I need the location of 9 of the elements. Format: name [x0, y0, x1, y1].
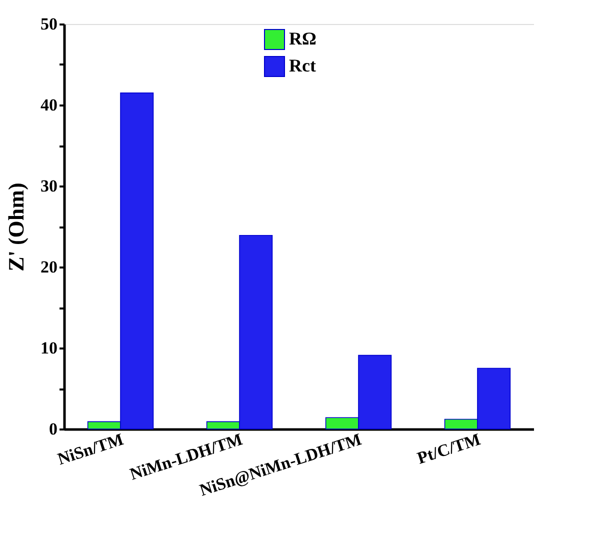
y-tick-label: 40 [40, 96, 58, 114]
y-tick-label: 30 [40, 176, 58, 196]
y-axis-title: Z' (Ohm) [4, 182, 28, 272]
legend-label: Rct [289, 56, 316, 76]
y-tick-label: 20 [40, 258, 58, 276]
y-tick-label: 50 [40, 14, 58, 34]
legend-label: RΩ [289, 28, 316, 48]
y-tick-label: 0 [49, 420, 58, 438]
y-tick-label: 10 [40, 338, 58, 358]
